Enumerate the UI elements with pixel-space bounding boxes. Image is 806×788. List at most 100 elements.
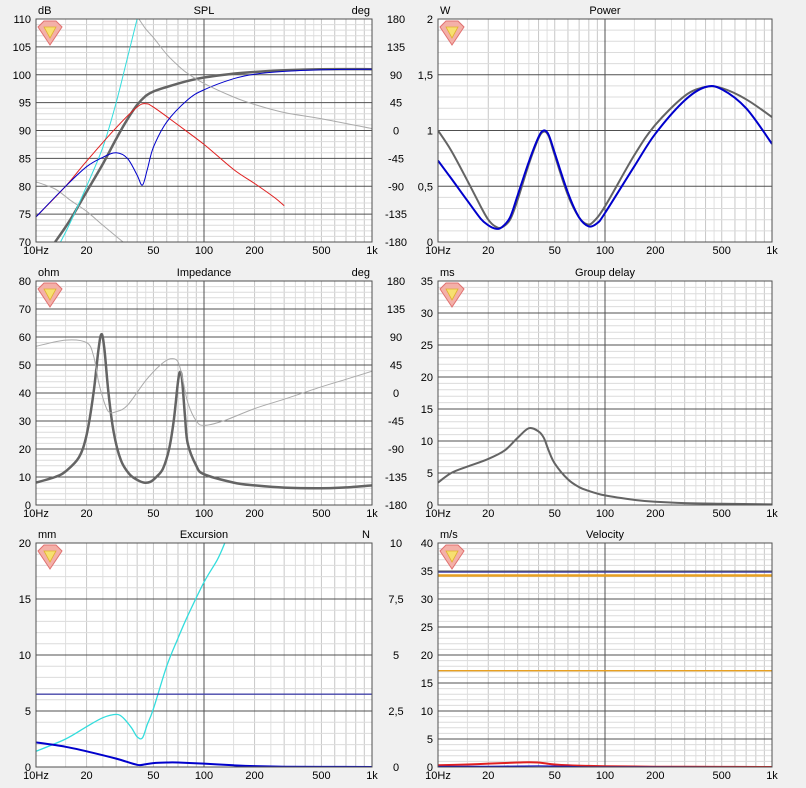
left-tick-label: 0 <box>427 237 433 249</box>
x-tick-label: 200 <box>646 770 664 782</box>
left-unit-label: W <box>440 5 451 17</box>
x-tick-label: 20 <box>482 508 494 520</box>
right-tick-label: -45 <box>388 153 404 165</box>
grid <box>35 280 373 506</box>
x-tick-label: 100 <box>195 770 213 782</box>
left-tick-label: 20 <box>421 650 433 662</box>
grid <box>437 280 773 506</box>
grid <box>437 542 773 768</box>
left-tick-label: 70 <box>19 237 31 249</box>
x-tick-label: 500 <box>713 245 731 257</box>
left-unit-label: m/s <box>440 529 458 541</box>
series-group <box>438 84 772 230</box>
x-tick-label: 1k <box>366 245 378 257</box>
x-tick-label: 20 <box>80 245 92 257</box>
impedance-series-1 <box>36 339 372 426</box>
diamond-triangle-logo-icon <box>439 282 465 308</box>
left-tick-label: 80 <box>19 181 31 193</box>
plot-border <box>437 542 773 768</box>
left-tick-label: 0 <box>25 500 31 512</box>
spl-series-1 <box>36 181 124 242</box>
impedance-series-0 <box>36 332 372 490</box>
series-group <box>438 426 772 505</box>
chart-title: Velocity <box>586 529 624 541</box>
x-tick-label: 100 <box>596 508 614 520</box>
right-tick-label: 45 <box>390 98 402 110</box>
x-tick-label: 500 <box>713 770 731 782</box>
diamond-triangle-logo-icon <box>37 20 63 46</box>
x-tick-label: 200 <box>646 508 664 520</box>
right-tick-label: 2,5 <box>388 706 403 718</box>
left-tick-label: 1,5 <box>418 70 433 82</box>
left-tick-label: 0 <box>427 500 433 512</box>
left-tick-label: 5 <box>25 706 31 718</box>
chart-title: Impedance <box>177 267 231 279</box>
x-tick-label: 50 <box>549 770 561 782</box>
right-tick-label: 45 <box>390 360 402 372</box>
spl-series-4 <box>36 68 372 218</box>
plot-border <box>437 280 773 506</box>
x-tick-label: 10Hz <box>23 508 49 520</box>
right-tick-label: -90 <box>388 444 404 456</box>
x-tick-label: 20 <box>80 508 92 520</box>
group-delay-series-0 <box>438 426 772 505</box>
plot-border <box>35 542 373 768</box>
left-tick-label: 10 <box>19 650 31 662</box>
chart-title: Power <box>589 5 621 17</box>
right-unit-label: deg <box>352 5 370 17</box>
x-tick-label: 1k <box>366 770 378 782</box>
right-tick-label: -180 <box>385 237 407 249</box>
left-tick-label: 20 <box>19 538 31 550</box>
x-tick-label: 200 <box>646 245 664 257</box>
spl-series-5 <box>138 19 372 130</box>
left-tick-label: 40 <box>19 388 31 400</box>
left-unit-label: ohm <box>38 267 59 279</box>
plot-border <box>35 18 373 243</box>
left-unit-label: dB <box>38 5 51 17</box>
left-tick-label: 100 <box>13 70 31 82</box>
chart-title: Group delay <box>575 267 635 279</box>
x-tick-label: 50 <box>549 245 561 257</box>
left-tick-label: 50 <box>19 360 31 372</box>
right-tick-label: 10 <box>390 538 402 550</box>
x-tick-label: 10Hz <box>425 770 451 782</box>
x-tick-label: 20 <box>80 770 92 782</box>
left-tick-label: 35 <box>421 566 433 578</box>
x-tick-label: 100 <box>195 245 213 257</box>
spl-series-2 <box>60 19 138 242</box>
left-tick-label: 20 <box>19 444 31 456</box>
left-tick-label: 15 <box>19 594 31 606</box>
left-tick-label: 15 <box>421 678 433 690</box>
left-tick-label: 15 <box>421 404 433 416</box>
x-tick-label: 1k <box>766 770 778 782</box>
left-tick-label: 10 <box>421 706 433 718</box>
left-tick-label: 105 <box>13 42 31 54</box>
x-tick-label: 10Hz <box>23 770 49 782</box>
left-tick-label: 1 <box>427 126 433 138</box>
right-tick-label: 7,5 <box>388 594 403 606</box>
left-tick-label: 90 <box>19 126 31 138</box>
series-group <box>36 19 372 242</box>
right-tick-label: -45 <box>388 416 404 428</box>
right-tick-label: 180 <box>387 14 405 26</box>
left-tick-label: 30 <box>19 416 31 428</box>
right-tick-label: 135 <box>387 304 405 316</box>
left-tick-label: 95 <box>19 98 31 110</box>
right-tick-label: 5 <box>393 650 399 662</box>
left-tick-label: 25 <box>421 622 433 634</box>
left-tick-label: 10 <box>421 436 433 448</box>
x-tick-label: 200 <box>245 770 263 782</box>
left-tick-label: 0,5 <box>418 181 433 193</box>
x-tick-label: 500 <box>312 770 330 782</box>
plot-border <box>35 280 373 506</box>
power-chart: Power W 0 0,5 1 1,5 2 10Hz 20 50 100 200 500 1k <box>418 5 779 257</box>
right-tick-label: 135 <box>387 42 405 54</box>
right-tick-label: 0 <box>393 388 399 400</box>
right-tick-label: -90 <box>388 181 404 193</box>
left-unit-label: mm <box>38 529 56 541</box>
left-tick-label: 10 <box>19 472 31 484</box>
spl-chart: SPL dB deg 70 75 80 85 90 95 100 105 110 -180 -135 -90… <box>13 5 407 257</box>
x-tick-label: 20 <box>482 245 494 257</box>
